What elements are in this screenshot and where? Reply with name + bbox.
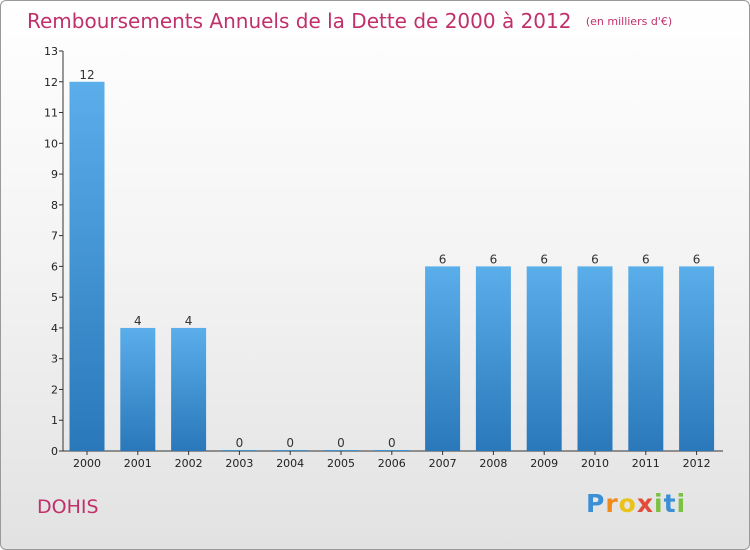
proxiti-logo: Proxiti: [586, 489, 686, 518]
bar-2000: [69, 81, 105, 452]
x-tick-label: 2004: [276, 457, 304, 470]
data-label-2003: 0: [236, 436, 244, 450]
bar-2004: [272, 450, 308, 451]
y-tick-label: 7: [51, 230, 58, 243]
y-tick-label: 9: [51, 168, 58, 181]
logo-letter: t: [663, 489, 677, 518]
y-tick-label: 5: [51, 291, 58, 304]
bar-2003: [221, 450, 257, 451]
y-tick-label: 0: [51, 445, 58, 458]
bar-2002: [171, 327, 207, 451]
data-label-2002: 4: [185, 314, 193, 328]
data-label-2001: 4: [134, 314, 142, 328]
x-tick-label: 2000: [73, 457, 101, 470]
chart-title-text: Remboursements Annuels de la Dette de 20…: [27, 9, 572, 33]
y-tick-label: 4: [51, 322, 58, 335]
bar-2001: [120, 327, 156, 451]
data-label-2007: 6: [439, 252, 447, 266]
y-tick-label: 8: [51, 199, 58, 212]
y-tick-label: 3: [51, 353, 58, 366]
chart-title: Remboursements Annuels de la Dette de 20…: [27, 9, 672, 33]
y-tick-label: 10: [44, 137, 58, 150]
bar-2005: [323, 450, 359, 451]
bar-2011: [628, 266, 664, 451]
y-tick-label: 1: [51, 414, 58, 427]
x-tick-label: 2001: [124, 457, 152, 470]
bar-2009: [526, 266, 562, 451]
x-tick-label: 2002: [175, 457, 203, 470]
data-label-2010: 6: [591, 252, 599, 266]
bar-2007: [425, 266, 461, 451]
logo-letter: P: [586, 489, 606, 518]
data-label-2011: 6: [642, 252, 650, 266]
x-tick-label: 2005: [327, 457, 355, 470]
logo-letter: i: [654, 489, 664, 518]
y-tick-label: 11: [44, 107, 58, 120]
y-tick-label: 13: [44, 45, 58, 58]
data-label-2000: 12: [79, 68, 94, 82]
x-tick-label: 2008: [479, 457, 507, 470]
logo-letter: i: [676, 489, 687, 518]
bar-2008: [475, 266, 511, 451]
x-tick-label: 2012: [683, 457, 711, 470]
logo-letter: r: [605, 489, 619, 518]
logo-letter: x: [636, 489, 654, 518]
chart-unit: (en milliers d'€): [585, 15, 673, 28]
x-tick-label: 2007: [429, 457, 457, 470]
y-tick-label: 6: [51, 260, 58, 273]
bar-2010: [577, 266, 613, 451]
commune-name: DOHIS: [37, 496, 99, 518]
y-tick-label: 12: [44, 76, 58, 89]
logo-letter: o: [618, 489, 637, 518]
y-tick-label: 2: [51, 383, 58, 396]
x-tick-label: 2010: [581, 457, 609, 470]
x-tick-label: 2009: [530, 457, 558, 470]
data-label-2008: 6: [490, 252, 498, 266]
x-tick-label: 2003: [225, 457, 253, 470]
data-label-2005: 0: [337, 436, 345, 450]
x-tick-label: 2011: [632, 457, 660, 470]
x-tick-label: 2006: [378, 457, 406, 470]
data-label-2009: 6: [540, 252, 548, 266]
data-label-2004: 0: [286, 436, 294, 450]
data-label-2006: 0: [388, 436, 396, 450]
bar-2006: [374, 450, 410, 451]
data-label-2012: 6: [693, 252, 701, 266]
bar-2012: [679, 266, 715, 451]
